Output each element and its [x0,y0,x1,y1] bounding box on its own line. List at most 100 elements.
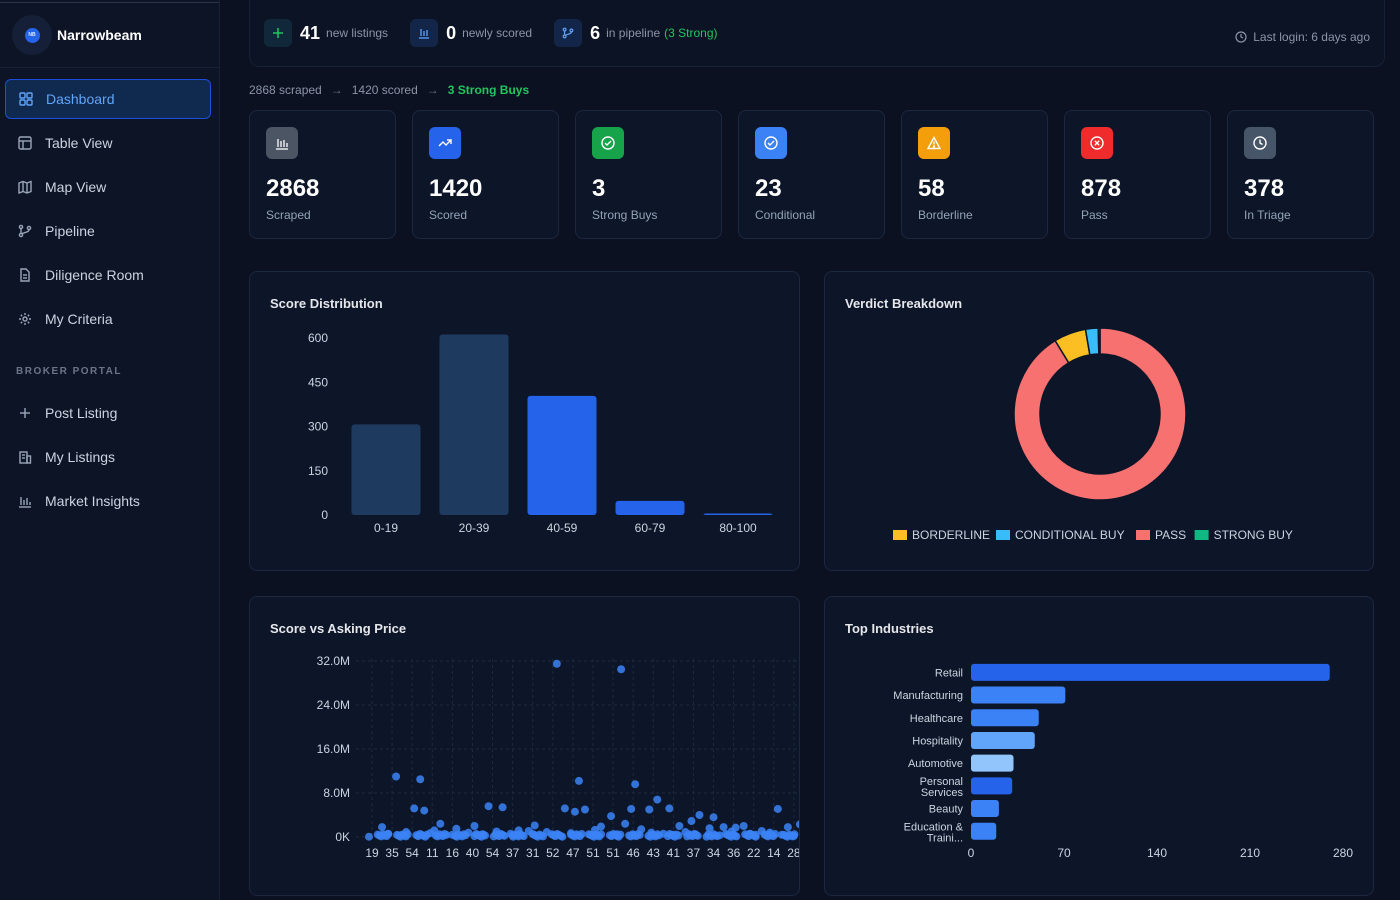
category-label: Automotive [908,758,963,770]
x-tick-label: 210 [1240,846,1260,860]
x-tick-label: 280 [1333,846,1353,860]
scatter-point [416,775,425,784]
scatter-point [539,832,548,841]
x-tick-label: 41 [667,846,681,860]
last-login: Last login: 6 days ago [1235,30,1370,44]
kpi-scored[interactable]: 1420 Scored [412,110,559,239]
scatter-point [577,830,586,839]
legend-label: STRONG BUY [1214,528,1293,542]
clock-icon [1244,127,1276,159]
x-tick-label: 140 [1147,846,1167,860]
x-tick-label: 14 [767,846,781,860]
scatter-point [732,832,741,841]
legend-label: CONDITIONAL BUY [1015,528,1125,542]
bar-chart-icon [17,493,33,509]
check-circle-icon [755,127,787,159]
sidebar-item-table-view[interactable]: Table View [5,123,211,163]
sidebar-item-market-insights[interactable]: Market Insights [5,481,211,521]
scatter-point [645,805,654,814]
x-tick-label: 16 [446,846,460,860]
sidebar-item-label: Table View [45,135,113,151]
brand-logo: NB [12,15,52,55]
brand[interactable]: NB Narrowbeam [0,2,219,68]
y-tick-label: 150 [308,464,328,478]
donut-slice [1013,327,1187,501]
bar [971,731,1035,749]
x-tick-label: 54 [406,846,420,860]
scatter-point [498,803,507,812]
scatter-point [481,831,490,840]
sidebar-item-diligence-room[interactable]: Diligence Room [5,255,211,295]
warning-icon [918,127,950,159]
kpi-label: Pass [1081,208,1108,222]
scatter-point [420,806,429,815]
kpi-label: Scored [429,208,468,222]
category-label: Beauty [929,804,964,816]
x-tick-label: 36 [727,846,741,860]
verdict-breakdown-chart: BORDERLINE CONDITIONAL BUY PASS STRONG BUY [893,327,1293,542]
stat-label: in pipeline [606,26,661,40]
x-tick-label: 60-79 [635,521,666,535]
x-tick-label: 19 [365,846,379,860]
stat-pipeline[interactable]: 6 in pipeline (3 Strong) [554,19,718,47]
card-title: Score vs Asking Price [270,621,407,636]
scatter-point [384,830,393,839]
kpi-scraped[interactable]: 2868 Scraped [249,110,396,239]
sidebar-item-label: Post Listing [45,405,118,421]
scatter-point [665,804,674,813]
scatter-point [771,830,780,839]
scatter-point [790,830,799,839]
kpi-value: 23 [755,175,782,202]
bar [971,800,999,818]
scatter-point [442,830,451,839]
kpi-borderline[interactable]: 58 Borderline [901,110,1048,239]
scatter-point [470,822,479,830]
scatter-point [655,831,664,840]
sidebar-item-my-criteria[interactable]: My Criteria [5,299,211,339]
stat-new-listings[interactable]: 41 new listings [264,19,388,47]
sidebar-item-map-view[interactable]: Map View [5,167,211,207]
bar [971,663,1330,681]
x-tick-label: 54 [486,846,500,860]
sidebar-item-label: Map View [45,179,107,195]
sidebar-item-my-listings[interactable]: My Listings [5,437,211,477]
stat-newly-scored[interactable]: 0 newly scored [410,19,532,47]
kpi-in-triage[interactable]: 378 In Triage [1227,110,1374,239]
sidebar-item-pipeline[interactable]: Pipeline [5,211,211,251]
x-tick-label: 40-59 [547,521,578,535]
x-tick-label: 40 [466,846,480,860]
kpi-conditional[interactable]: 23 Conditional [738,110,885,239]
sidebar-item-dashboard[interactable]: Dashboard [5,79,211,119]
kpi-strong-buys[interactable]: 3 Strong Buys [575,110,722,239]
x-tick-label: 28 [787,846,799,860]
breadcrumb-strong-buys[interactable]: 3 Strong Buys [447,83,530,97]
scatter-point [570,807,579,816]
scatter-point [616,830,625,839]
category-label: Manufacturing [893,690,963,702]
sidebar-item-post-listing[interactable]: Post Listing [5,393,211,433]
scatter-point [530,821,539,830]
stat-label: newly scored [462,26,533,40]
trending-up-icon [429,127,461,159]
y-tick-label: 16.0M [317,742,350,756]
kpi-value: 58 [918,175,945,202]
bar [527,395,597,515]
scatter-point [693,831,702,840]
y-tick-label: 32.0M [317,654,350,668]
x-tick-label: 70 [1057,846,1071,860]
x-tick-label: 22 [747,846,761,860]
card-title: Verdict Breakdown [845,296,963,311]
scatter-point [607,812,616,821]
x-tick-label: 52 [546,846,560,860]
plus-icon [17,405,33,421]
score-distribution-card: Score Distribution 0 150 300 450 600 0-19 20-3… [249,271,800,571]
kpi-pass[interactable]: 878 Pass [1064,110,1211,239]
scatter-point [739,822,748,830]
kpi-value: 378 [1244,175,1285,202]
bar [703,513,773,515]
y-tick-label: 600 [308,331,328,345]
x-tick-label: 31 [526,846,540,860]
check-circle-icon [592,127,624,159]
scatter-point [574,776,583,785]
scatter-point [597,822,606,831]
